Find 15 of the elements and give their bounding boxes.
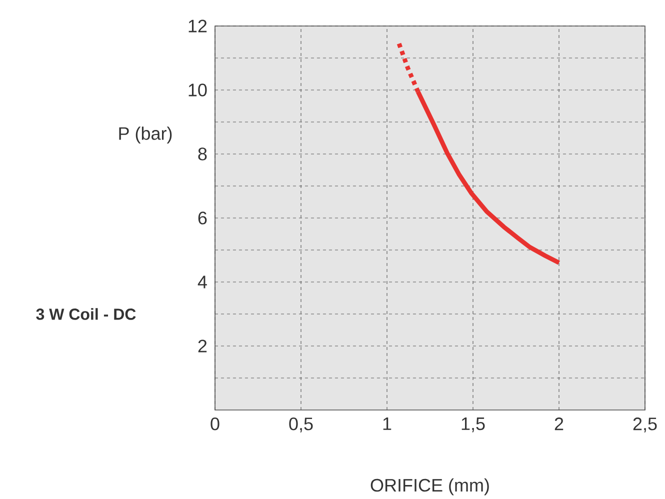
x-tick-label: 0,5 xyxy=(289,418,313,432)
y-tick-label: 10 xyxy=(188,84,207,96)
y-axis-title: P (bar) xyxy=(119,126,172,144)
x-tick-label: 2 xyxy=(554,418,564,430)
x-tick-label: 0 xyxy=(210,418,220,430)
y-tick-label: 4 xyxy=(198,276,207,288)
text: 3 W Coil - DC xyxy=(36,308,136,320)
y-tick-label: 6 xyxy=(198,212,207,224)
x-axis-title: ORIFICE (mm) xyxy=(370,478,489,496)
x-tick-label: 1 xyxy=(383,418,392,430)
y-tick-label: 8 xyxy=(198,148,207,160)
x-tick-label: 1,5 xyxy=(462,418,485,432)
x-tick-label: 2,5 xyxy=(633,418,657,432)
y-tick-label: 2 xyxy=(198,340,207,352)
y-tick-label: 12 xyxy=(188,20,207,32)
